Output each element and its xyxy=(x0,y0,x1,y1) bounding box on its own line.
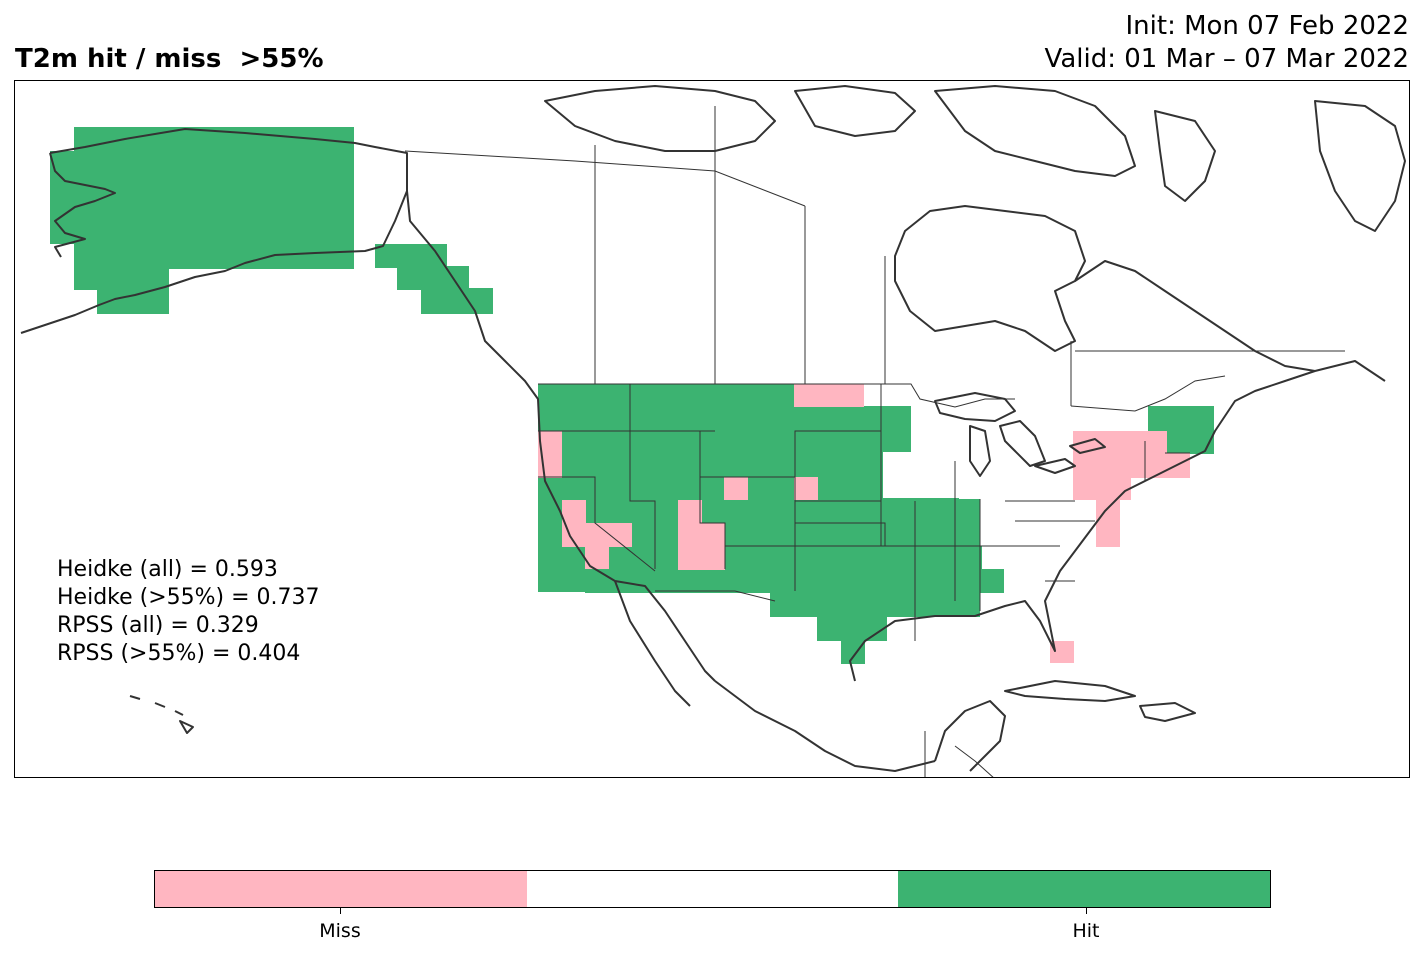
colorbar-label-hit: Hit xyxy=(1072,920,1100,942)
map-svg xyxy=(20,85,1406,777)
alaska-hit-region xyxy=(50,127,493,314)
map-panel xyxy=(14,80,1410,778)
colorbar-label-miss: Miss xyxy=(319,920,361,942)
date-info: Init: Mon 07 Feb 2022 Valid: 01 Mar – 07… xyxy=(1045,10,1409,76)
skill-scores: Heidke (all) = 0.593 Heidke (>55%) = 0.7… xyxy=(57,556,320,668)
rpss-all: RPSS (all) = 0.329 xyxy=(57,613,259,638)
init-date: Init: Mon 07 Feb 2022 xyxy=(1125,11,1410,41)
colorbar-miss-segment xyxy=(155,871,527,907)
colorbar-tick-miss xyxy=(340,908,341,914)
colorbar-tick-hit xyxy=(1086,908,1087,914)
colorbar xyxy=(154,870,1271,908)
borders xyxy=(404,106,1345,777)
rpss-55: RPSS (>55%) = 0.404 xyxy=(57,641,301,666)
heidke-55: Heidke (>55%) = 0.737 xyxy=(57,585,320,610)
colorbar-hit-segment xyxy=(898,871,1271,907)
coastlines xyxy=(20,85,1406,772)
heidke-all: Heidke (all) = 0.593 xyxy=(57,557,278,582)
miss-region xyxy=(538,384,1190,663)
map-title: T2m hit / miss >55% xyxy=(15,44,324,74)
valid-range: Valid: 01 Mar – 07 Mar 2022 xyxy=(1044,44,1409,74)
colorbar-neutral-segment xyxy=(526,871,899,907)
